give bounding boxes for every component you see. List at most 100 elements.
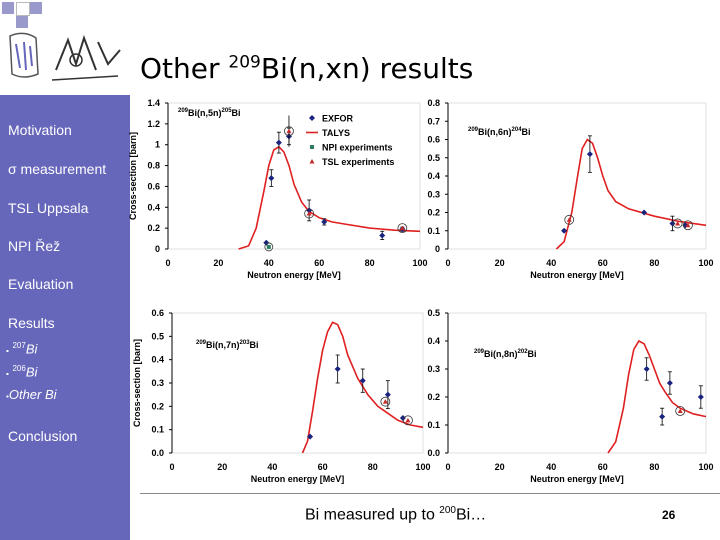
nav-item-npi-rez[interactable]: NPI Řež [8,238,61,254]
y-tick-label: 0.2 [427,208,440,218]
tsl-point [675,220,681,226]
exfor-point [659,413,666,420]
x-tick-label: 40 [267,462,277,472]
tsl-point [399,225,405,231]
footer-divider [140,493,720,494]
x-tick-label: 0 [445,258,450,268]
exfor-point [307,433,314,440]
tsl-point [405,417,411,423]
nav-item-conclusion[interactable]: Conclusion [8,428,78,444]
reaction-label: 209Bi(n,8n)202Bi [474,349,537,359]
exfor-point [359,377,366,384]
exfor-point [379,232,386,239]
reaction-label-element: Bi [232,108,241,118]
slide-title: Other 209Bi(n,xn) results [140,52,474,85]
reaction-label-a: 209 [468,127,479,133]
x-tick-label: 40 [546,462,556,472]
x-tick-label: 80 [365,258,375,268]
exfor-point [268,175,275,182]
x-axis-label: Neutron energy [MeV] [530,270,624,280]
y-axis-label: Cross-section [barn] [132,339,142,427]
y-tick-label: 0.4 [427,336,440,346]
tsl-point [677,408,683,413]
y-tick-label: 0.0 [151,448,164,458]
tsl-point [306,211,312,216]
y-tick-label: 0 [435,244,440,254]
chart-4: 0.0 0.1 0.2 0.3 0.4 0.5 0 20 40 60 80 100 Neutron en… [427,308,713,484]
x-tick-label: 60 [318,462,328,472]
tsl-point-ring [284,126,294,137]
exfor-point [561,227,568,234]
plot-frame [447,312,707,454]
nav-item-results[interactable]: Results [8,315,55,331]
talys-curve [555,138,707,250]
reaction-label-b: 205 [222,108,233,114]
x-tick-label: 20 [495,258,505,268]
tsl-point [286,128,292,134]
tsl-point [382,399,388,404]
y-tick-label: 0.3 [427,364,440,374]
x-tick-label: 80 [649,462,659,472]
npi-point [266,244,271,249]
x-tick-label: 60 [598,462,608,472]
institute-logo-left [9,32,39,78]
plot-frame [167,102,421,250]
y-tick-label: 1 [155,140,160,150]
nav-item-tsl-uppsala[interactable]: TSL Uppsala [8,200,89,216]
reaction-label-reaction: Bi(n,5n) [188,108,222,118]
tsl-point-ring [380,396,391,407]
sidebar: Motivation σ measurement TSL Uppsala NPI… [0,0,130,540]
nav-item-evaluation[interactable]: Evaluation [8,276,74,292]
y-tick-label: 0.4 [151,355,164,365]
exfor-point [334,366,341,372]
reaction-label-a: 209 [178,108,189,114]
exfor-point [641,209,648,216]
tsl-point-ring [683,220,693,231]
reaction-label-element: Bi [250,340,259,350]
reaction-label-reaction: Bi(n,7n) [206,340,240,350]
reaction-label-reaction: Bi(n,6n) [478,127,512,137]
exfor-point [275,139,282,146]
nav-subitem-207bi[interactable]: ▪ 207Bi [6,341,38,357]
x-tick-label: 40 [546,258,556,268]
y-tick-label: 0.2 [151,401,164,411]
y-tick-label: 0.8 [427,98,440,108]
exfor-point [285,133,292,140]
x-axis-label: Neutron energy [MeV] [251,474,345,484]
y-tick-label: 1.2 [147,119,160,129]
plot-frame [171,312,424,454]
legend-entry: NPI experiments [322,143,393,153]
y-tick-label: 0.4 [427,171,440,181]
y-tick-label: 0.1 [427,226,440,236]
nav-item-sigma-measurement[interactable]: σ measurement [8,161,107,177]
reaction-label-element: Bi [528,349,537,359]
legend-entry: TSL experiments [322,157,394,167]
exfor-point [669,220,676,227]
reaction-label-element: Bi [522,127,531,137]
legend-tsl-marker [309,159,315,164]
y-tick-label: 0.0 [427,448,440,458]
y-tick-label: 0.6 [427,135,440,145]
nav-subitem-other-bi[interactable]: ▪Other Bi [6,387,57,402]
x-tick-label: 100 [412,258,427,268]
x-axis-label: Neutron energy [MeV] [247,270,341,280]
x-tick-label: 0 [169,462,174,472]
reaction-label-a: 209 [474,349,485,355]
exfor-point [306,207,313,214]
decor-square [16,2,30,16]
y-tick-label: 0.6 [147,181,160,191]
y-tick-label: 0.5 [427,153,440,163]
talys-curve [607,339,707,454]
exfor-point [666,380,673,386]
nav-subitem-206bi[interactable]: ▪ 206Bi [6,364,38,380]
y-tick-label: 0 [155,244,160,254]
reaction-label-b: 202 [518,349,529,355]
y-tick-label: 0.1 [151,425,164,435]
decor-square [30,2,42,14]
chart-2: 0 0.1 0.2 0.3 0.4 0.5 0.6 0.7 0.8 0 20 40 60 80 100 Neu… [427,98,713,280]
institute-logo-right [51,34,121,81]
nav-item-motivation[interactable]: Motivation [8,122,72,138]
npi-point-ring [264,242,274,252]
tsl-point-ring [564,214,575,225]
x-tick-label: 20 [217,462,227,472]
